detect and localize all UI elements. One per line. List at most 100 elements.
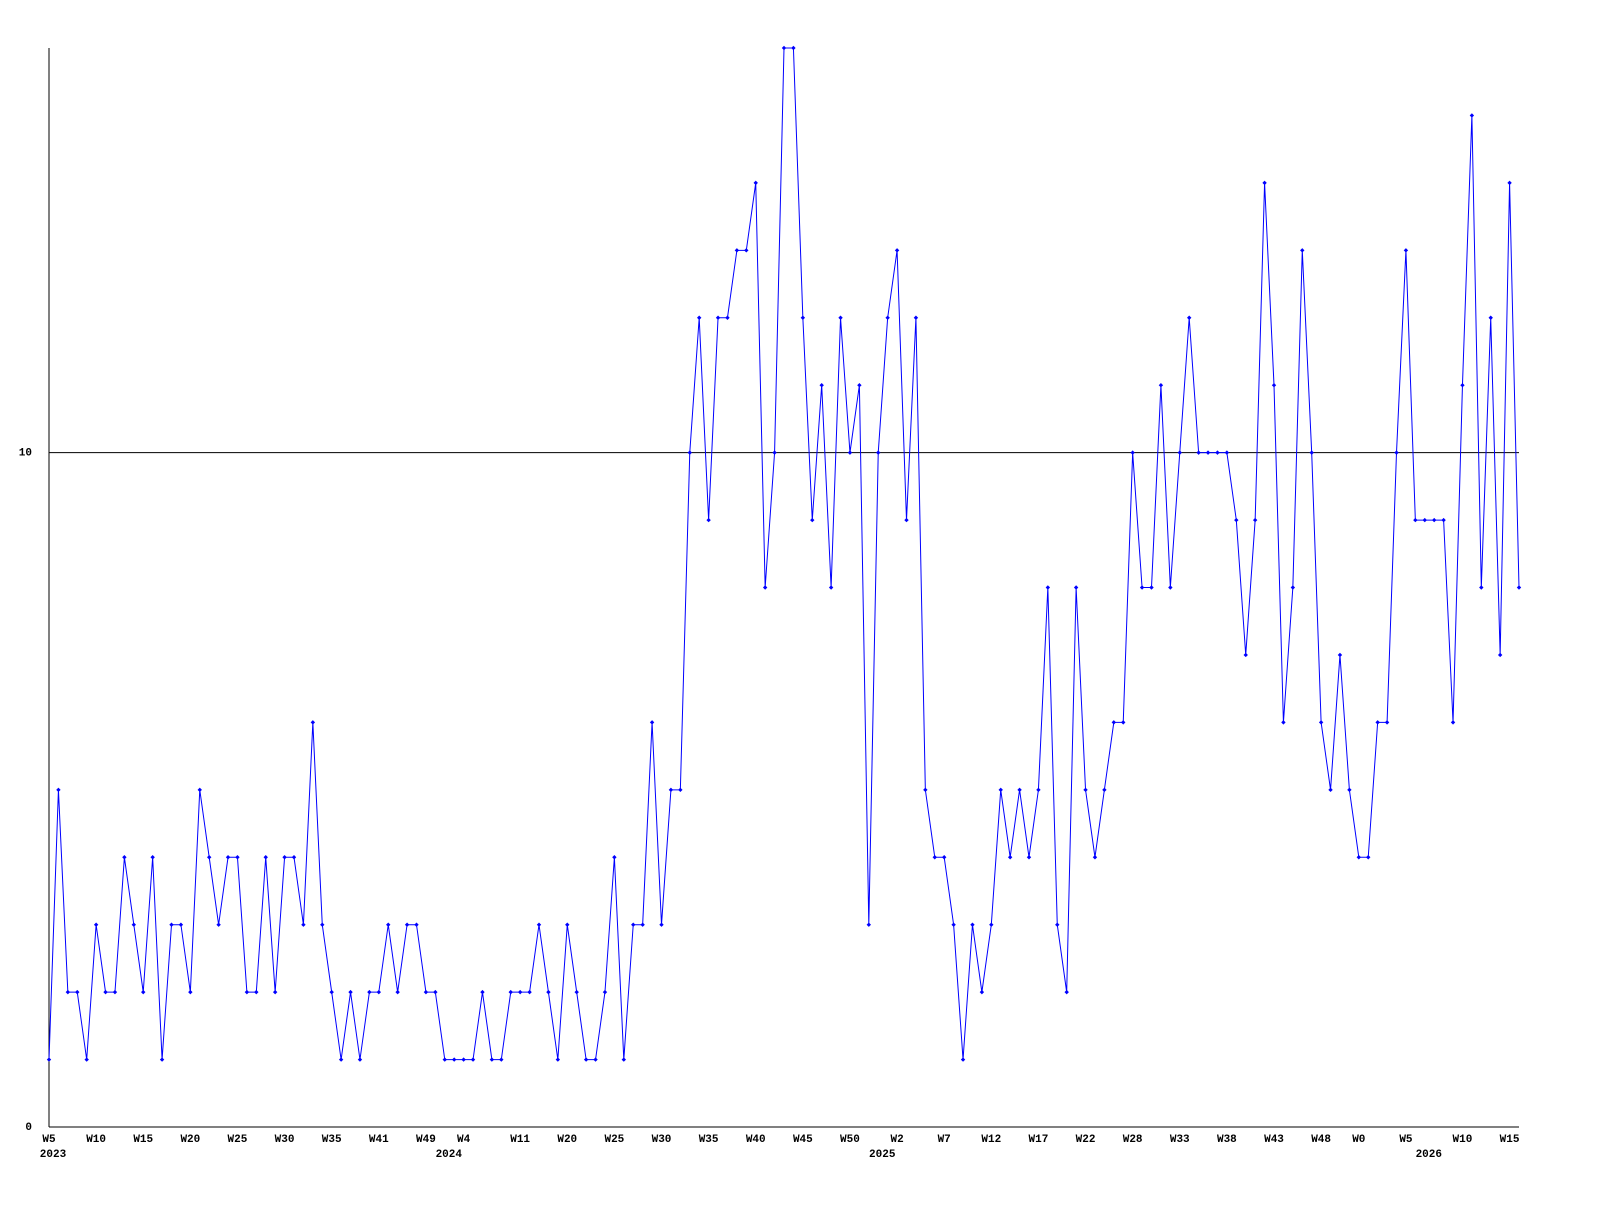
point: [423, 989, 429, 995]
point: [1026, 855, 1032, 860]
point: [1460, 382, 1465, 388]
point: [1497, 652, 1503, 658]
point: [1262, 180, 1267, 186]
point: [781, 45, 787, 51]
point: [1300, 248, 1305, 253]
x-tick-label: W15: [1500, 1134, 1520, 1146]
x-tick-label: W10: [1453, 1134, 1473, 1146]
point: [536, 922, 542, 927]
point: [470, 1057, 476, 1062]
point: [1186, 315, 1192, 320]
point: [367, 989, 372, 995]
x-tick-label: W35: [699, 1134, 719, 1146]
point: [1516, 585, 1522, 590]
point: [838, 315, 843, 320]
point: [527, 989, 532, 995]
point: [678, 787, 683, 793]
x-year-label: 2023: [40, 1149, 67, 1161]
point: [631, 922, 636, 927]
point: [621, 1057, 627, 1062]
point: [291, 855, 297, 860]
point: [103, 989, 108, 995]
point: [1488, 315, 1493, 320]
point: [612, 855, 617, 860]
point: [65, 989, 71, 995]
x-tick-label: W49: [416, 1134, 436, 1146]
point: [1422, 517, 1427, 523]
point: [828, 585, 834, 590]
x-tick-label: W10: [86, 1134, 106, 1146]
point: [1347, 787, 1352, 793]
point: [197, 787, 202, 793]
point: [574, 989, 579, 995]
point: [254, 989, 259, 995]
x-tick-label: W41: [369, 1134, 389, 1146]
x-tick-label: W20: [557, 1134, 577, 1146]
x-tick-label: W38: [1217, 1134, 1237, 1146]
point: [1450, 720, 1456, 725]
point: [762, 585, 768, 590]
point: [1431, 517, 1437, 523]
point: [706, 517, 711, 523]
point: [932, 855, 937, 860]
point: [885, 315, 890, 320]
point: [150, 855, 155, 860]
point: [1121, 720, 1126, 725]
point: [659, 922, 664, 927]
point: [1196, 450, 1201, 455]
point: [1337, 652, 1343, 658]
point: [1281, 720, 1286, 725]
point: [951, 922, 956, 927]
point: [216, 922, 221, 927]
point: [1045, 585, 1051, 590]
point: [489, 1057, 495, 1062]
point: [989, 922, 994, 927]
point: [876, 450, 881, 455]
point: [1168, 585, 1173, 590]
point: [960, 1057, 966, 1062]
point: [1309, 450, 1314, 455]
x-tick-label: W12: [981, 1134, 1001, 1146]
point: [1252, 517, 1258, 523]
x-tick-label: W5: [1399, 1134, 1413, 1146]
point: [1130, 450, 1135, 455]
point: [1055, 922, 1060, 927]
point: [593, 1057, 598, 1062]
point: [244, 989, 250, 995]
point: [715, 315, 721, 320]
x-tick-label: W48: [1311, 1134, 1331, 1146]
x-tick-label: W15: [133, 1134, 153, 1146]
point: [1007, 855, 1013, 860]
x-tick-label: W5: [42, 1134, 56, 1146]
point: [546, 989, 551, 995]
point: [131, 922, 137, 927]
point: [734, 248, 740, 253]
x-tick-label: W43: [1264, 1134, 1284, 1146]
point: [602, 989, 608, 995]
point: [810, 517, 815, 523]
point: [517, 989, 523, 995]
x-tick-label: W7: [938, 1134, 951, 1146]
point: [508, 989, 513, 995]
point: [1073, 585, 1079, 590]
point: [310, 720, 316, 725]
point: [329, 989, 334, 995]
point: [122, 855, 127, 860]
point: [56, 787, 61, 793]
x-tick-label: W0: [1352, 1134, 1365, 1146]
x-tick-label: W17: [1029, 1134, 1049, 1146]
point: [282, 855, 287, 860]
x-tick-label: W4: [457, 1134, 471, 1146]
point: [583, 1057, 589, 1062]
point: [894, 248, 900, 253]
point: [753, 180, 758, 186]
point: [1384, 720, 1390, 725]
point: [1064, 989, 1069, 995]
point: [93, 922, 99, 927]
point: [1215, 450, 1220, 455]
x-tick-label: W30: [652, 1134, 672, 1146]
x-tick-label: W30: [275, 1134, 295, 1146]
point: [348, 989, 353, 995]
point: [772, 450, 777, 455]
point: [800, 315, 806, 320]
